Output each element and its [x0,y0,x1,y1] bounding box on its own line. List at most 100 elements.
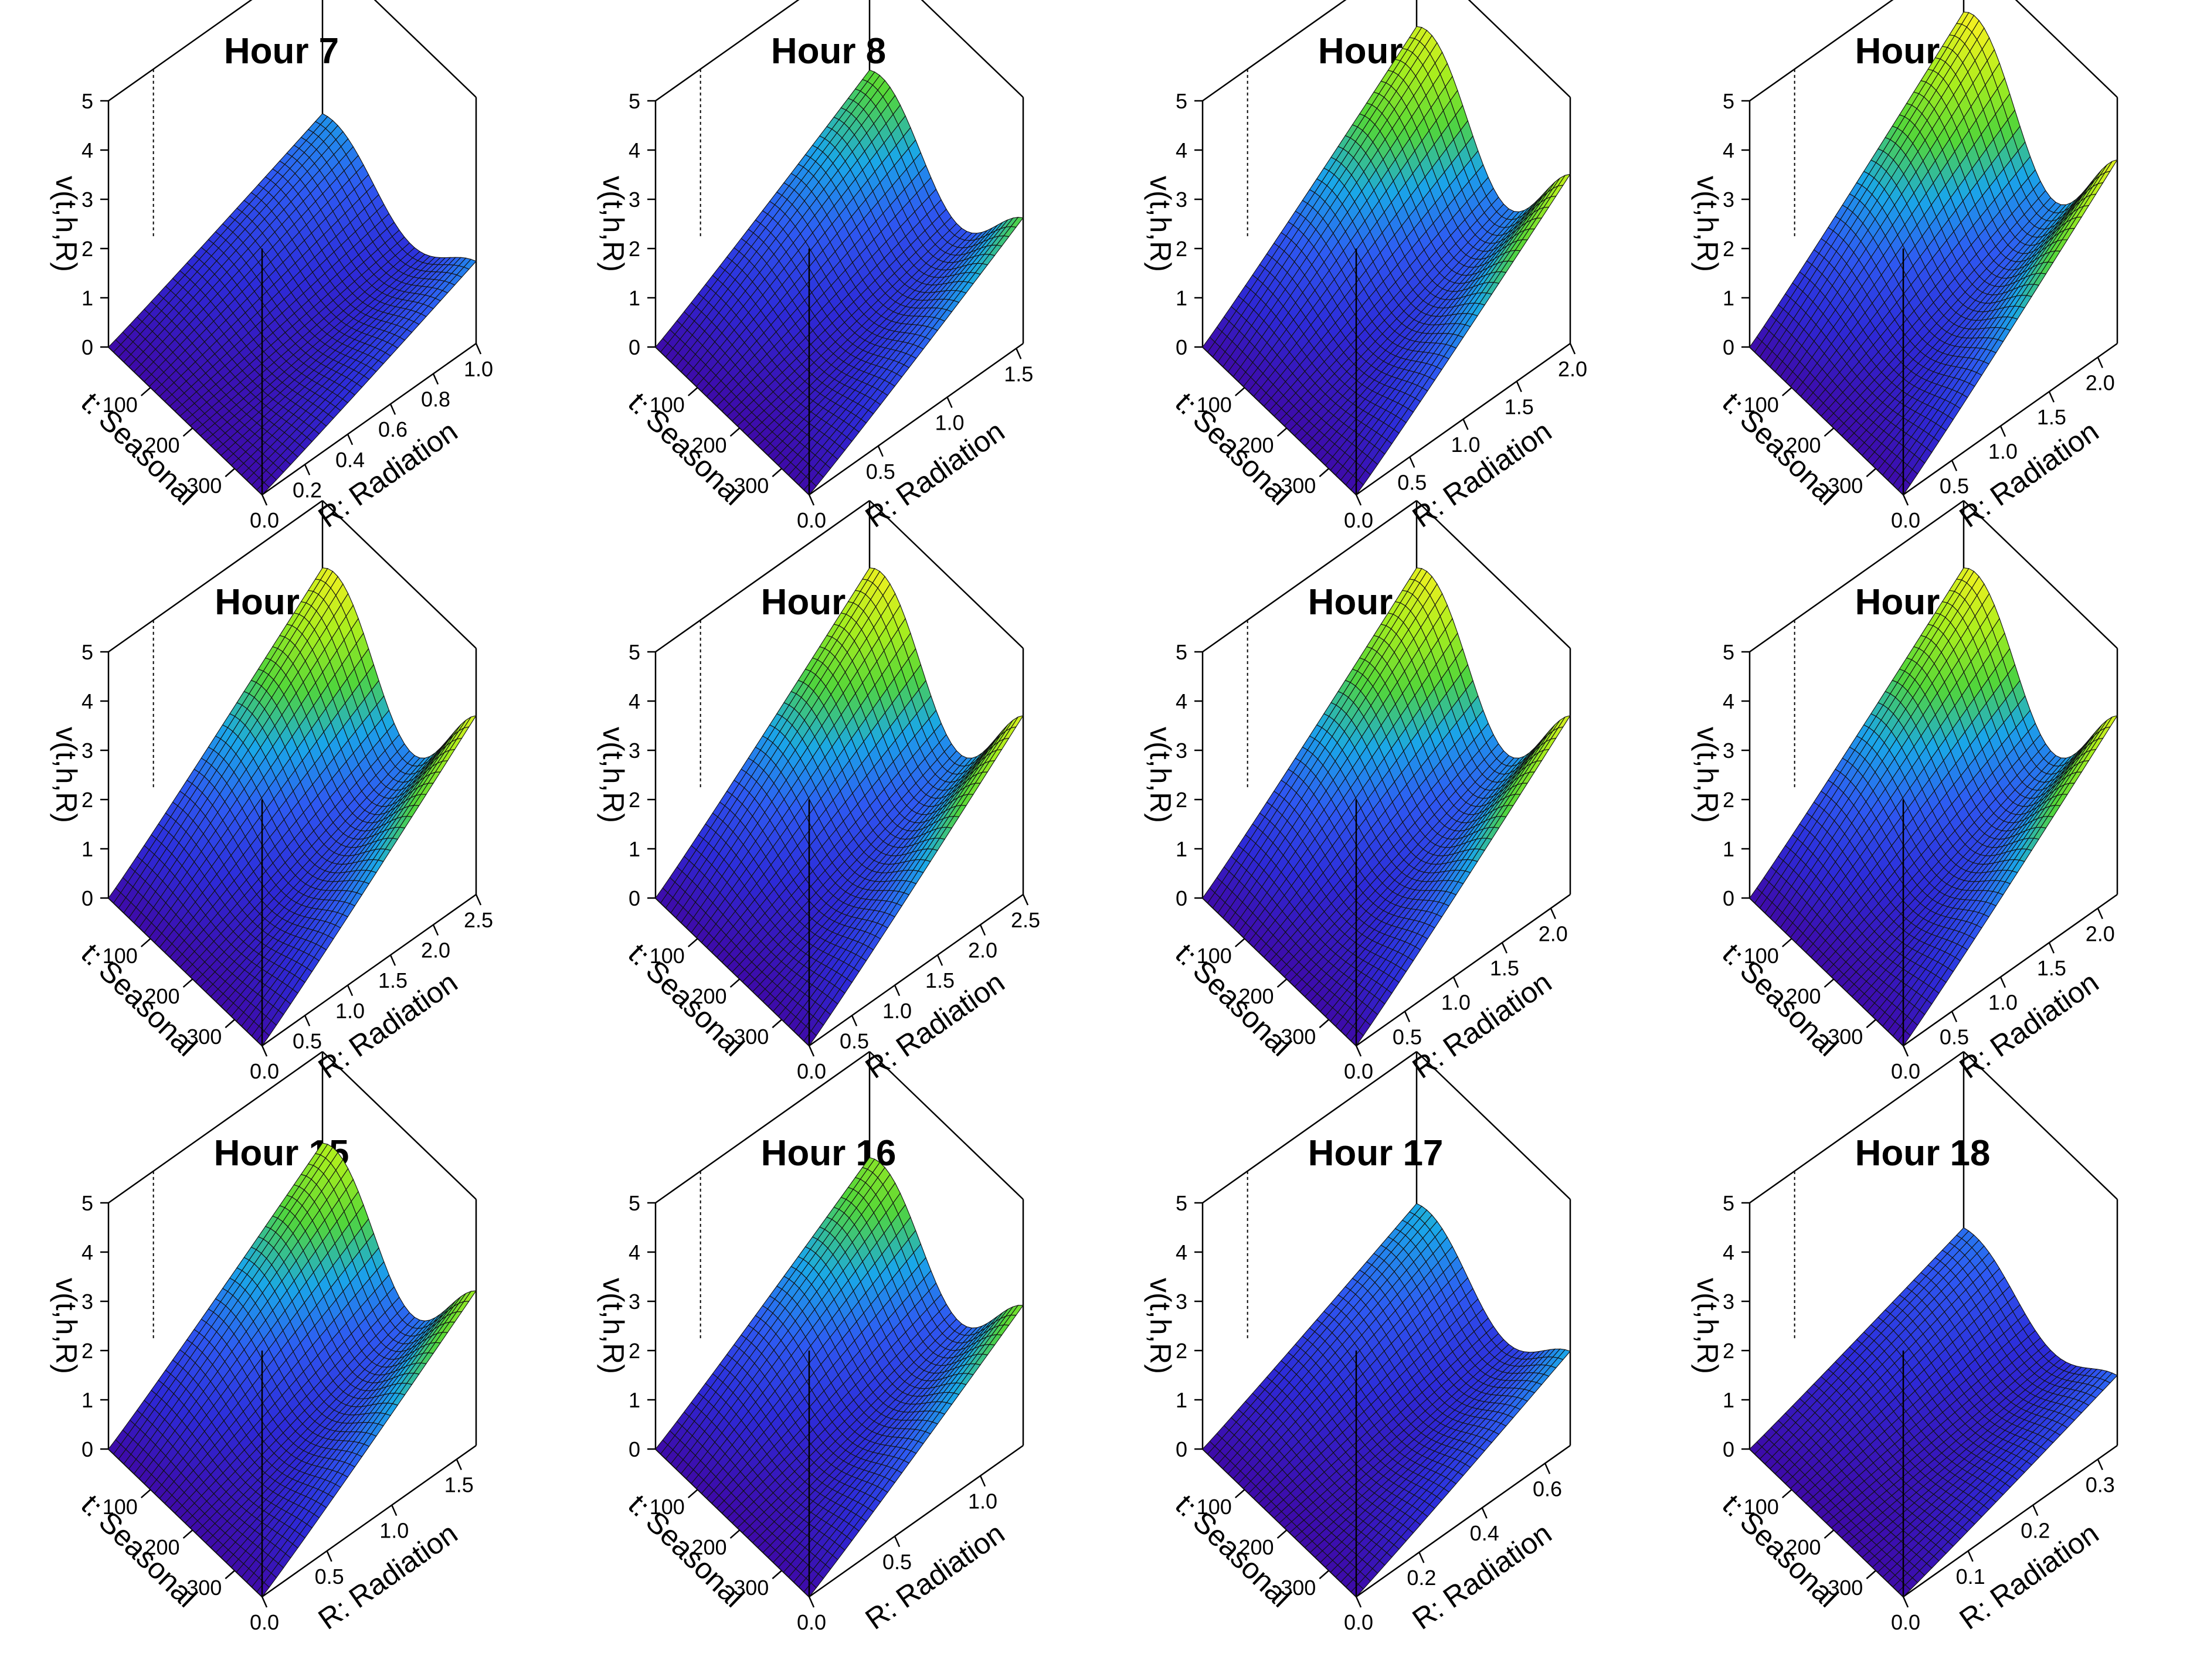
t-tick [1781,387,1792,396]
z-tick-label: 4 [629,138,640,162]
r-tick [304,464,311,475]
z-axis-label: v(t,h,R) [50,727,83,823]
surface-mesh [1202,26,1571,495]
box-edge [262,893,477,1047]
box-edge [322,500,477,649]
r-tick-label: 1.0 [1988,440,2018,464]
t-tick-label: 100 [103,393,138,417]
t-tick [182,978,193,988]
z-tick-label: 3 [629,188,640,212]
t-tick-label: 200 [144,984,179,1008]
z-tick-label: 5 [629,89,640,113]
r-tick [304,1015,311,1026]
t-tick [1319,468,1330,478]
t-tick-label: 300 [734,474,769,498]
z-tick-label: 0 [1723,335,1734,359]
r-tick-label: 1.0 [335,999,365,1023]
z-tick-label: 2 [1723,237,1734,261]
r-tick-label: 1.0 [464,357,493,381]
r-tick-label: 1.5 [1505,395,1534,419]
r-tick-label: 0.0 [1891,508,1920,532]
z-axis-label: v(t,h,R) [1144,176,1177,272]
surface-panel: Hour 10 0 1 2 3 4 5 v(t,h,R) 100 200 300 t: Seasona… [1641,0,2188,551]
r-tick [432,924,439,936]
box-edge [1202,0,1347,102]
panel-title: Hour 8 [771,31,886,72]
r-tick [1016,348,1022,359]
t-tick-label: 300 [1281,474,1316,498]
z-tick-label: 2 [82,788,93,812]
box-edge [108,0,253,102]
box-edge [262,342,477,496]
z-tick-label: 4 [82,138,93,162]
z-axis-label: v(t,h,R) [50,176,83,272]
t-tick [1234,387,1245,396]
surface-mesh [108,567,477,1046]
r-tick-label: 2.5 [464,908,493,932]
t-tick-label: 200 [144,433,179,457]
r-tick [2048,391,2055,403]
r-tick-label: 2.0 [1558,357,1587,381]
t-tick-label: 200 [1785,433,1821,457]
box-edge [2015,0,2118,98]
t-tick [729,427,741,437]
r-tick-label: 2.0 [2086,370,2115,395]
z-tick-label: 5 [82,89,93,113]
r-tick-label: 0.5 [1940,474,1969,498]
r-tick [261,494,268,506]
r-tick [877,445,884,457]
t-tick-label: 100 [103,944,138,968]
r-tick-label: 0.0 [250,1059,279,1083]
box-edge [655,499,870,653]
box-edge [921,0,1024,98]
r-tick [1409,456,1415,468]
box-edge [1468,0,1571,98]
z-tick-label: 3 [1176,188,1187,212]
surface-panel: Hour 12 0 1 2 3 4 5 v(t,h,R) 100 200 300 t: Seasona… [547,499,1094,1102]
surface-mesh [108,113,477,495]
box-edge [108,499,323,653]
t-tick [140,938,151,947]
r-axis-label: R: Radiation [1407,414,1558,534]
box-edge [809,893,1024,1047]
z-tick-label: 0 [629,335,640,359]
r-axis-label: R: Radiation [1954,414,2105,534]
r-tick-label: 1.0 [1451,433,1480,457]
box-edge [1749,0,1894,102]
z-tick-label: 5 [82,640,93,664]
z-tick-label: 0 [82,886,93,910]
t-tick [1866,468,1877,478]
z-tick-label: 5 [1176,89,1187,113]
r-tick [1902,494,1909,506]
r-tick [475,894,482,906]
z-tick-label: 2 [1176,237,1187,261]
z-tick-label: 0 [1176,335,1187,359]
z-tick-label: 4 [82,689,93,713]
t-tick-label: 300 [186,1025,222,1049]
r-tick-label: 0.0 [797,508,826,532]
r-tick [808,494,815,506]
t-tick-label: 100 [1197,393,1232,417]
r-tick-label: 0.5 [866,460,895,484]
surface-mesh [655,69,1024,495]
z-tick-label: 5 [1723,89,1734,113]
box-edge [869,500,1024,649]
r-tick [261,1045,268,1057]
r-tick [1355,494,1362,506]
t-tick [140,387,151,396]
z-tick-label: 3 [82,739,93,763]
r-tick-label: 1.0 [935,411,964,435]
r-tick-label: 0.6 [378,417,408,441]
r-tick [389,954,396,966]
r-tick [1951,460,1958,471]
z-axis-label: v(t,h,R) [1691,176,1724,272]
r-tick [475,343,482,355]
surface-mesh [655,567,1024,1046]
box-edge [374,0,477,98]
z-tick-label: 1 [1723,286,1734,310]
